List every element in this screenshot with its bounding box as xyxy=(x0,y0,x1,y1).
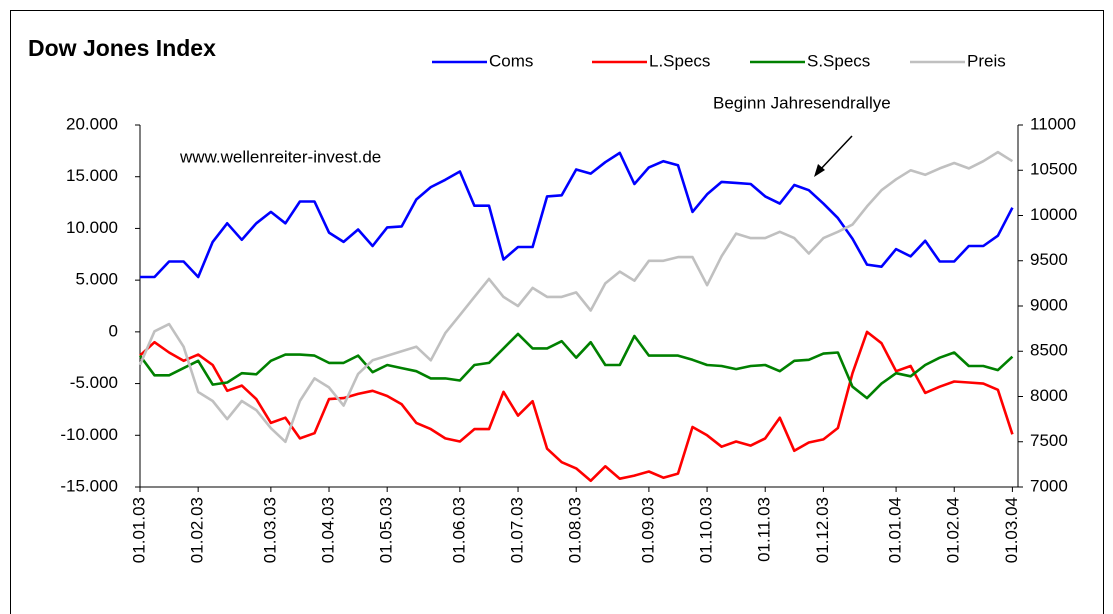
x-tick-label: 01.08.03 xyxy=(566,497,585,563)
y-tick-label: 15.000 xyxy=(66,166,118,185)
series-line xyxy=(140,151,1014,279)
y2-tick-label: 7500 xyxy=(1030,431,1068,450)
x-tick-label: 01.07.03 xyxy=(508,497,527,563)
x-tick-label: 01.04.03 xyxy=(319,497,338,563)
y2-tick-label: 9000 xyxy=(1030,295,1068,314)
annotation: www.wellenreiter-invest.de xyxy=(179,147,381,166)
x-tick-label: 01.01.03 xyxy=(129,497,148,563)
chart-frame xyxy=(10,10,1104,614)
y-tick-label: 10.000 xyxy=(66,218,118,237)
x-tick-label: 01.02.04 xyxy=(944,497,963,563)
x-tick-label: 01.12.03 xyxy=(813,497,832,563)
annotation-arrow xyxy=(817,135,853,173)
x-tick-label: 01.11.03 xyxy=(755,497,774,562)
y2-tick-label: 10500 xyxy=(1030,160,1077,179)
x-tick-label: 01.02.03 xyxy=(188,497,207,563)
series-line xyxy=(139,330,1014,483)
y2-tick-label: 8000 xyxy=(1030,386,1068,405)
y2-tick-label: 9500 xyxy=(1030,250,1068,269)
legend-label: S.Specs xyxy=(807,51,870,70)
legend-label: Coms xyxy=(489,51,533,70)
y2-tick-label: 7000 xyxy=(1030,476,1068,495)
x-tick-label: 01.05.03 xyxy=(377,497,396,563)
legend-label: Preis xyxy=(967,51,1006,70)
y-tick-label: -5.000 xyxy=(70,373,118,392)
y-tick-label: 0 xyxy=(109,321,118,340)
y-tick-label: 5.000 xyxy=(75,270,118,289)
y2-tick-label: 11000 xyxy=(1030,114,1076,133)
annotation: Beginn Jahresendrallye xyxy=(713,93,891,112)
x-tick-label: 01.03.03 xyxy=(260,497,279,563)
chart-title: Dow Jones Index xyxy=(28,35,216,61)
series-line xyxy=(138,150,1014,444)
y2-tick-label: 8500 xyxy=(1030,341,1068,360)
annotation-arrowhead xyxy=(814,164,825,177)
y-tick-label: -10.000 xyxy=(60,425,118,444)
x-tick-label: 01.03.04 xyxy=(1002,497,1021,563)
y2-tick-label: 10000 xyxy=(1030,205,1077,224)
series-line xyxy=(138,332,1014,400)
x-tick-label: 01.06.03 xyxy=(449,497,468,563)
x-tick-label: 01.10.03 xyxy=(697,497,716,563)
x-tick-label: 01.09.03 xyxy=(638,497,657,563)
y-tick-label: 20.000 xyxy=(66,114,118,133)
x-tick-label: 01.01.04 xyxy=(886,497,905,563)
legend-label: L.Specs xyxy=(649,51,710,70)
y-tick-label: -15.000 xyxy=(60,476,118,495)
